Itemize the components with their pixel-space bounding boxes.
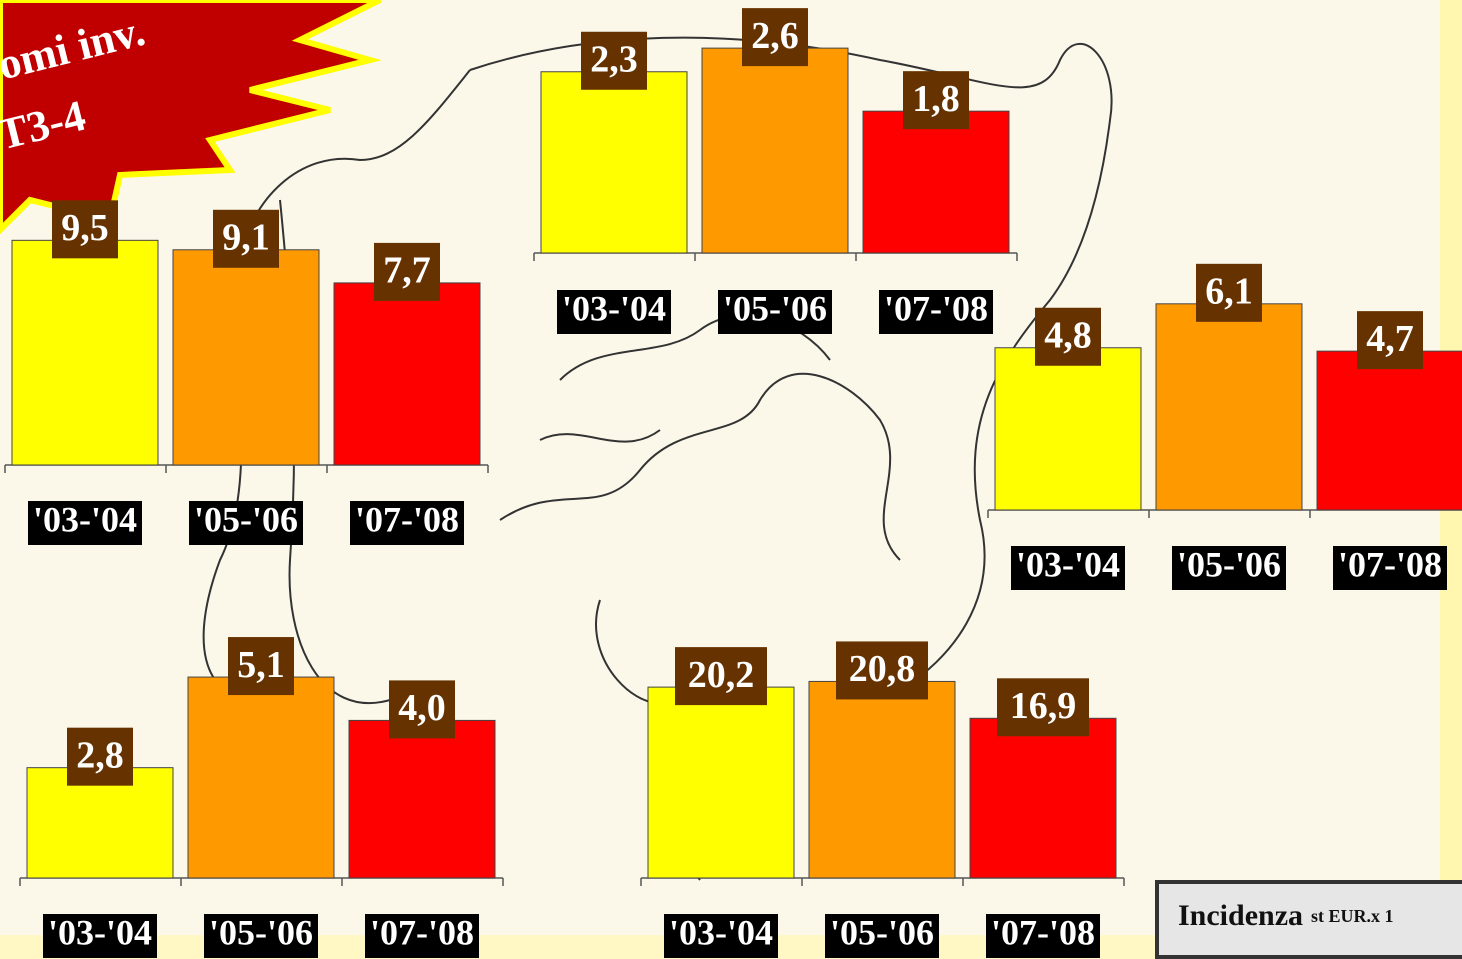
bar xyxy=(702,48,848,253)
value-label: 9,1 xyxy=(222,217,270,259)
value-label: 4,8 xyxy=(1044,314,1092,356)
bar xyxy=(12,240,158,465)
footer-main: Incidenza xyxy=(1178,899,1303,932)
value-label: 6,1 xyxy=(1205,271,1253,313)
bar xyxy=(809,681,955,878)
category-label: '05-'06 xyxy=(1177,544,1281,584)
page: omi inv. T3-4 9,5'03-'049,1'05-'067,7'07… xyxy=(0,0,1462,959)
category-label: '07-'08 xyxy=(884,288,988,328)
value-label: 5,1 xyxy=(237,644,285,686)
bar xyxy=(188,677,334,878)
value-label: 20,2 xyxy=(688,654,755,696)
footer-small: st EUR.x 1 xyxy=(1311,906,1394,926)
bar xyxy=(334,283,480,465)
bar xyxy=(173,250,319,465)
value-label: 2,6 xyxy=(751,15,799,57)
footer: Incidenza st EUR.x 1 xyxy=(1157,882,1462,957)
bar xyxy=(995,348,1141,510)
bar xyxy=(541,72,687,253)
category-label: '03-'04 xyxy=(1016,544,1120,584)
value-label: 4,7 xyxy=(1366,318,1414,360)
category-label: '05-'06 xyxy=(723,288,827,328)
category-label: '05-'06 xyxy=(194,499,298,539)
category-label: '05-'06 xyxy=(209,912,313,952)
value-label: 1,8 xyxy=(912,78,960,120)
bar xyxy=(863,111,1009,253)
category-label: '07-'08 xyxy=(991,912,1095,952)
category-label: '05-'06 xyxy=(830,912,934,952)
value-label: 2,3 xyxy=(590,38,638,80)
bar xyxy=(349,720,495,878)
slide: omi inv. T3-4 9,5'03-'049,1'05-'067,7'07… xyxy=(0,0,1462,959)
category-label: '07-'08 xyxy=(355,499,459,539)
value-label: 7,7 xyxy=(383,250,431,292)
category-label: '03-'04 xyxy=(33,499,137,539)
category-label: '03-'04 xyxy=(669,912,773,952)
value-label: 20,8 xyxy=(849,648,916,690)
value-label: 4,0 xyxy=(398,687,446,729)
value-label: 16,9 xyxy=(1010,685,1077,727)
category-label: '03-'04 xyxy=(48,912,152,952)
value-label: 2,8 xyxy=(76,734,124,776)
bar xyxy=(1317,351,1462,510)
value-label: 9,5 xyxy=(61,207,109,249)
bar xyxy=(970,718,1116,878)
category-label: '07-'08 xyxy=(370,912,474,952)
category-label: '03-'04 xyxy=(562,288,666,328)
category-label: '07-'08 xyxy=(1338,544,1442,584)
bar xyxy=(648,687,794,878)
bar xyxy=(1156,304,1302,510)
